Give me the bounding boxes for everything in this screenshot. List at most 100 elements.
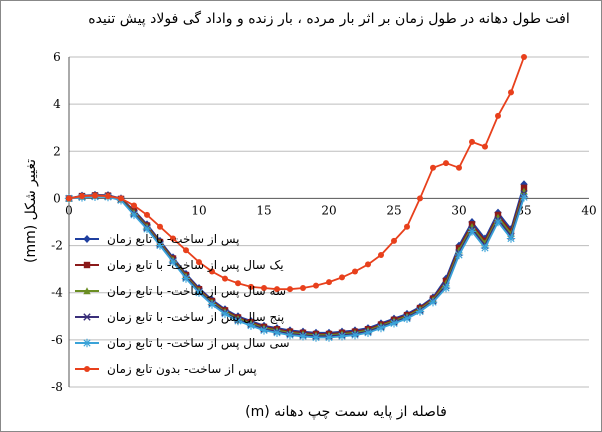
data-point (506, 234, 516, 243)
y-tick-label: 2 (53, 144, 61, 158)
legend-item: سه سال پس از ساخت- با تابع زمان (75, 284, 286, 299)
y-tick-label: -6 (51, 333, 63, 347)
data-point (298, 332, 308, 341)
legend-marker (83, 235, 91, 243)
data-point (300, 285, 306, 291)
x-tick-label: 10 (191, 203, 206, 217)
x-tick-label: 15 (256, 203, 271, 217)
x-axis-label: فاصله از پایه سمت چپ دهانه (m) (245, 404, 447, 420)
data-point (467, 227, 477, 236)
data-point (79, 193, 85, 200)
data-point (391, 237, 397, 244)
legend-item: پس از ساخت- بدون تابع زمان (75, 362, 257, 377)
data-point (105, 193, 111, 200)
data-point (365, 261, 371, 268)
y-tick-label: 6 (53, 50, 61, 64)
data-point (66, 195, 72, 202)
data-point (155, 241, 165, 250)
legend: پس از ساخت- با تابع زمان یک سال پس از ساخ… (71, 225, 315, 385)
data-point (402, 314, 412, 323)
legend-label: سی سال پس از ساخت- با تابع زمان (107, 336, 290, 351)
data-point (441, 283, 451, 293)
data-point (181, 274, 191, 283)
data-point (311, 333, 321, 342)
data-point (287, 286, 293, 293)
data-point (417, 195, 423, 202)
chart-title: افت طول دهانه در طول زمان بر اثر بار مرد… (88, 10, 570, 27)
legend-item: پس از ساخت- با تابع زمان (75, 232, 240, 247)
gridlines (69, 56, 589, 388)
legend-item: سی سال پس از ساخت- با تابع زمان (75, 336, 290, 351)
legend-box (71, 225, 315, 385)
data-point (183, 247, 189, 254)
y-tick-label: 4 (53, 97, 61, 111)
legend-marker (82, 338, 92, 348)
data-point (272, 328, 282, 337)
data-point (220, 309, 230, 319)
data-point (415, 307, 425, 316)
data-point (324, 333, 334, 342)
data-point (92, 192, 98, 199)
legend-marker (84, 366, 90, 372)
legend-marker (83, 287, 91, 295)
data-point (157, 223, 163, 230)
data-point (519, 193, 529, 202)
legend-label: پنج سال پس از ساخت- با تابع زمان (107, 310, 284, 325)
data-point (376, 323, 386, 333)
data-point (209, 268, 215, 275)
y-tick-label: -4 (51, 286, 63, 300)
data-point (142, 224, 152, 234)
data-point (378, 252, 384, 258)
series-group (64, 54, 529, 342)
legend-item: یک سال پس از ساخت- با تابع زمان (75, 258, 284, 273)
legend-marker (83, 313, 91, 321)
data-point (235, 280, 241, 287)
data-point (339, 274, 345, 281)
data-point (248, 283, 254, 290)
data-point (129, 210, 139, 220)
data-point (428, 297, 438, 307)
legend-label: یک سال پس از ساخت- با تابع زمان (107, 258, 284, 273)
data-point (118, 195, 124, 202)
legend-label: سه سال پس از ساخت- با تابع زمان (107, 284, 286, 299)
y-tick-label: 0 (53, 191, 61, 205)
data-point (168, 257, 178, 267)
data-point (196, 259, 202, 266)
data-point (454, 250, 464, 260)
data-point (443, 160, 449, 167)
y-tick-label: -2 (51, 239, 63, 253)
data-point (233, 316, 243, 326)
data-point (389, 319, 399, 328)
data-point (480, 243, 490, 253)
data-point (313, 282, 319, 289)
data-point (274, 286, 280, 293)
data-point (170, 235, 176, 242)
x-tick-label: 25 (386, 203, 401, 217)
data-point (222, 275, 228, 282)
data-point (194, 288, 204, 297)
x-tick-label: 40 (581, 203, 596, 217)
data-point (495, 112, 501, 119)
data-point (207, 300, 217, 309)
data-point (404, 223, 410, 230)
data-point (246, 321, 256, 330)
legend-item: پنج سال پس از ساخت- با تابع زمان (75, 310, 284, 325)
data-point (144, 211, 150, 218)
x-tick-label: 20 (321, 203, 336, 217)
data-point (508, 89, 514, 96)
y-tick-label: -8 (51, 380, 63, 394)
data-point (430, 164, 436, 171)
data-point (261, 285, 267, 291)
data-point (469, 138, 475, 145)
data-point (337, 332, 347, 341)
data-point (456, 164, 462, 171)
legend-label: پس از ساخت- بدون تابع زمان (107, 362, 257, 377)
data-point (326, 279, 332, 286)
data-point (363, 328, 373, 337)
legend-marker (83, 261, 91, 269)
data-point (352, 268, 358, 275)
data-point (521, 54, 527, 60)
legend-label: پس از ساخت- با تابع زمان (107, 232, 240, 247)
